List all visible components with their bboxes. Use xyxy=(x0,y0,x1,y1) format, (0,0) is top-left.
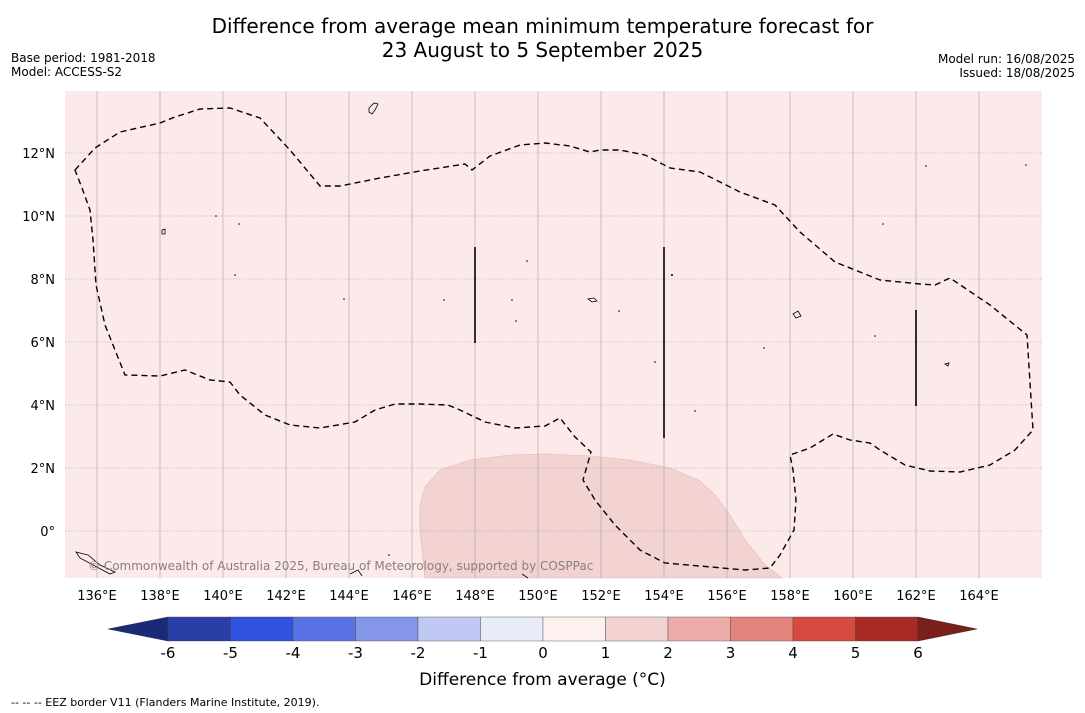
lon-tick-label: 142°E xyxy=(266,589,306,604)
colorbar: -6 -5 -4 -3 -2 -1 0 1 2 3 4 5 6 xyxy=(107,616,978,662)
colorbar-segment xyxy=(855,616,919,642)
small-islets xyxy=(215,164,1027,556)
colorbar-tick-label: -1 xyxy=(473,644,488,662)
lat-tick-label: 12°N xyxy=(22,147,55,162)
colorbar-segment xyxy=(292,616,356,642)
colorbar-tick-label: -2 xyxy=(411,644,426,662)
colorbar-low-extension xyxy=(107,616,169,642)
colorbar-segment xyxy=(542,616,606,642)
eez-border xyxy=(74,107,1034,571)
lat-tick-label: 4°N xyxy=(31,399,56,414)
lat-tick-label: 10°N xyxy=(22,210,55,225)
title-line-2: 23 August to 5 September 2025 xyxy=(381,38,704,62)
lon-tick-label: 152°E xyxy=(581,589,621,604)
lon-tick-label: 158°E xyxy=(770,589,810,604)
lat-tick-label: 8°N xyxy=(31,273,56,288)
lon-tick-label: 162°E xyxy=(896,589,936,604)
colorbar-tick-label: -3 xyxy=(348,644,363,662)
lon-tick-label: 140°E xyxy=(203,589,243,604)
colorbar-segment xyxy=(417,616,481,642)
colorbar-high-extension xyxy=(917,616,978,642)
colorbar-tick-label: 6 xyxy=(913,644,923,662)
lon-tick-label: 156°E xyxy=(707,589,747,604)
colorbar-tick-label: -4 xyxy=(286,644,301,662)
model-run: Model run: 16/08/2025 xyxy=(937,52,1075,66)
colorbar-tick-label: 2 xyxy=(663,644,673,662)
colorbar-segment xyxy=(605,616,669,642)
copyright-text: © Commonwealth of Australia 2025, Bureau… xyxy=(88,559,593,573)
colorbar-segment xyxy=(167,616,231,642)
colorbar-segment xyxy=(480,616,544,642)
islands xyxy=(75,102,950,579)
lon-tick-label: 138°E xyxy=(140,589,180,604)
lon-tick-label: 146°E xyxy=(392,589,432,604)
colorbar-tick-label: 3 xyxy=(726,644,736,662)
colorbar-tick-label: 1 xyxy=(601,644,611,662)
colorbar-segment xyxy=(730,616,794,642)
lat-tick-label: 0° xyxy=(40,525,55,540)
lon-tick-label: 164°E xyxy=(959,589,999,604)
lon-tick-label: 154°E xyxy=(644,589,684,604)
model-name: Model: ACCESS-S2 xyxy=(11,65,123,79)
lon-tick-label: 148°E xyxy=(455,589,495,604)
lon-tick-label: 150°E xyxy=(518,589,558,604)
colorbar-tick-label: 4 xyxy=(788,644,798,662)
eez-footnote: -- -- -- EEZ border V11 (Flanders Marine… xyxy=(11,696,320,709)
colorbar-tick-label: -6 xyxy=(161,644,176,662)
lon-tick-label: 144°E xyxy=(329,589,369,604)
lon-tick-label: 136°E xyxy=(77,589,117,604)
colorbar-tick-label: 5 xyxy=(851,644,861,662)
colorbar-segment xyxy=(792,616,856,642)
colorbar-label: Difference from average (°C) xyxy=(419,670,666,690)
colorbar-segment xyxy=(230,616,294,642)
lat-tick-label: 6°N xyxy=(31,336,56,351)
longitude-labels: 136°E 138°E 140°E 142°E 144°E 146°E 148°E 150°E… xyxy=(77,589,999,604)
colorbar-tick-label: -5 xyxy=(223,644,238,662)
graticule xyxy=(65,91,1042,578)
latitude-labels: 12°N 10°N 8°N 6°N 4°N 2°N 0° xyxy=(22,147,55,540)
title-line-1: Difference from average mean minimum tem… xyxy=(211,14,874,38)
colorbar-segment xyxy=(355,616,419,642)
eez-segments xyxy=(474,247,917,438)
colorbar-tick-label: 0 xyxy=(538,644,548,662)
lat-tick-label: 2°N xyxy=(31,462,56,477)
issued-date: Issued: 18/08/2025 xyxy=(959,66,1075,80)
lon-tick-label: 160°E xyxy=(833,589,873,604)
meta-left: Base period: 1981-2018 Model: ACCESS-S2 xyxy=(11,51,156,79)
base-period: Base period: 1981-2018 xyxy=(11,51,156,65)
meta-right: Model run: 16/08/2025 Issued: 18/08/2025 xyxy=(938,52,1075,80)
colorbar-segment xyxy=(667,616,731,642)
map-title: Difference from average mean minimum tem… xyxy=(0,14,1085,62)
